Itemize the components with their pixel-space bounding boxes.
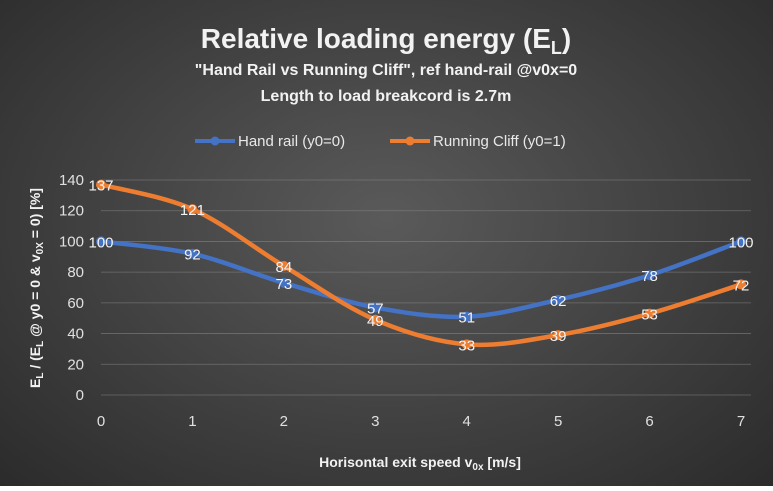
data-point (96, 236, 106, 247)
series-lines (96, 179, 746, 350)
data-label: 137 (88, 178, 113, 195)
legend-marker (405, 136, 415, 146)
chart-subtitle-2: Length to load breakcord is 2.7m (261, 88, 512, 105)
data-point (461, 339, 472, 350)
data-point (553, 330, 564, 341)
data-label: 39 (550, 328, 567, 345)
gridlines (101, 179, 751, 396)
data-label: 72 (733, 277, 750, 294)
data-point (187, 248, 198, 259)
x-tick-label: 6 (645, 413, 653, 430)
data-point (370, 302, 381, 313)
legend: Hand rail (y0=0) Running Cliff (y0=1) (195, 133, 566, 150)
y-tick-label: 0 (76, 387, 84, 404)
x-tick-label: 2 (280, 413, 288, 430)
data-labels: 100 92 73 57 51 62 78 100 137 121 84 49 33 39 53 72 (88, 178, 753, 355)
x-tick-label: 5 (554, 413, 562, 430)
data-label: 51 (458, 310, 475, 327)
x-tick-label: 7 (737, 413, 745, 430)
data-label: 100 (88, 234, 113, 251)
data-point (461, 311, 472, 322)
data-label: 100 (728, 234, 753, 251)
series-line (98, 182, 744, 348)
data-label: 62 (550, 293, 567, 310)
x-tick-label: 1 (188, 413, 196, 430)
data-label: 57 (367, 300, 384, 317)
data-point (187, 204, 198, 215)
y-tick-label: 60 (67, 295, 84, 312)
data-label: 84 (276, 259, 293, 276)
data-point (96, 179, 106, 190)
data-point (278, 277, 289, 288)
data-label: 49 (367, 313, 384, 330)
y-tick-label: 20 (67, 356, 84, 373)
data-point (644, 308, 655, 319)
y-tick-label: 40 (67, 326, 84, 343)
data-point (644, 270, 655, 281)
data-label: 121 (180, 202, 205, 219)
chart-subtitle-1: "Hand Rail vs Running Cliff", ref hand-r… (195, 62, 578, 79)
data-point (736, 279, 746, 290)
legend-label: Running Cliff (y0=1) (433, 133, 566, 150)
y-tick-label: 80 (67, 264, 84, 281)
x-tick-label: 3 (371, 413, 379, 430)
data-point (278, 261, 289, 271)
x-tick-label: 4 (463, 413, 471, 430)
data-label: 33 (458, 337, 475, 354)
data-label: 53 (641, 307, 658, 324)
data-point (553, 294, 564, 305)
y-tick-label: 140 (59, 172, 84, 189)
y-axis-label: EL / (EL @ y0 = 0 & v0X = 0) [%] (27, 188, 46, 388)
data-label: 73 (276, 276, 293, 293)
x-tick-label: 0 (97, 413, 105, 430)
x-axis-label: Horisontal exit speed v0x [m/s] (319, 454, 521, 473)
data-point (370, 314, 381, 325)
data-label: 92 (184, 247, 201, 264)
legend-label: Hand rail (y0=0) (238, 133, 345, 150)
y-tick-label: 100 (59, 233, 84, 250)
legend-marker (210, 136, 220, 146)
series-line (98, 239, 744, 320)
chart-title: Relative loading energy (EL) (201, 23, 571, 58)
data-label: 78 (641, 268, 658, 285)
data-point (736, 236, 746, 247)
y-tick-label: 120 (59, 203, 84, 220)
